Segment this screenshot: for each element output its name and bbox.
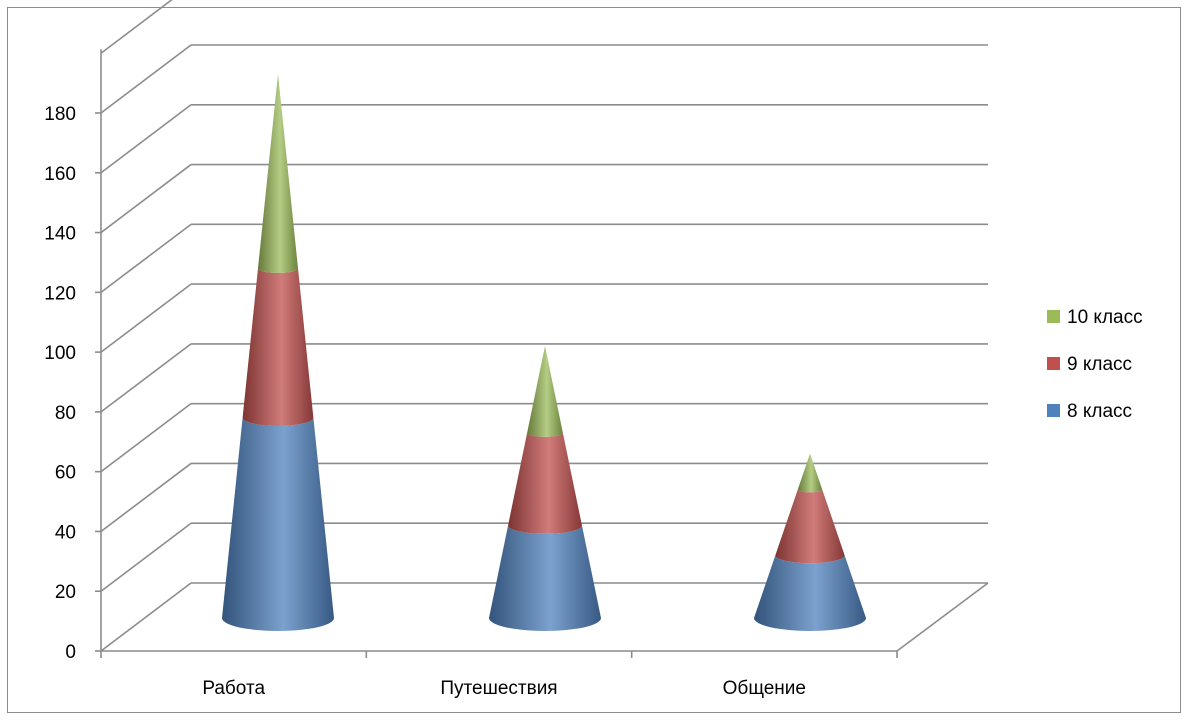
y-tick-label: 100 bbox=[44, 343, 76, 364]
y-tick-label: 160 bbox=[44, 164, 76, 185]
gridline-side bbox=[100, 44, 192, 114]
cone-segment bbox=[508, 432, 582, 534]
category-label: Общение bbox=[723, 678, 806, 699]
cone-3 bbox=[754, 453, 866, 631]
gridline-side bbox=[100, 104, 192, 174]
cone-segment bbox=[222, 417, 334, 631]
gridline-side bbox=[100, 223, 192, 293]
cone-segment bbox=[775, 489, 845, 564]
cone-segment bbox=[242, 268, 314, 426]
cone-segment bbox=[258, 74, 298, 273]
cone-1 bbox=[222, 74, 334, 631]
legend-item: 9 класс bbox=[1047, 354, 1132, 375]
floor-right-edge bbox=[896, 582, 989, 652]
y-axis-tick-labels: 0 20 40 60 80 100 120 140 160 180 bbox=[44, 104, 76, 663]
gridline-side bbox=[100, 343, 192, 413]
y-tick-label: 60 bbox=[55, 463, 76, 484]
category-label: Путешествия bbox=[440, 678, 557, 699]
y-tick-label: 0 bbox=[65, 642, 76, 663]
floor-left-edge bbox=[100, 582, 192, 652]
gridline-side bbox=[100, 522, 192, 592]
legend-swatch bbox=[1047, 404, 1060, 417]
y-tick-label: 20 bbox=[55, 582, 76, 603]
gridline-side bbox=[100, 283, 192, 353]
gridline-side bbox=[100, 403, 192, 473]
cone-2 bbox=[489, 346, 601, 631]
cone-segment bbox=[797, 453, 823, 493]
y-tick-label: 180 bbox=[44, 104, 76, 125]
gridline-side bbox=[100, 0, 173, 54]
legend-swatch bbox=[1047, 357, 1060, 370]
legend: 10 класс 9 класс 8 класс bbox=[1047, 307, 1143, 422]
legend-item: 10 класс bbox=[1047, 307, 1143, 328]
gridline-side bbox=[100, 163, 192, 234]
legend-label: 8 класс bbox=[1067, 401, 1132, 422]
y-tick-label: 40 bbox=[55, 522, 76, 543]
legend-item: 8 класс bbox=[1047, 401, 1132, 422]
x-axis-category-labels: Работа Путешествия Общение bbox=[202, 678, 806, 699]
gridline-side bbox=[100, 462, 192, 533]
legend-label: 10 класс bbox=[1067, 307, 1143, 328]
legend-swatch bbox=[1047, 310, 1060, 323]
cone-segment bbox=[527, 346, 563, 437]
cone-segment bbox=[754, 555, 866, 631]
cone-series bbox=[222, 74, 866, 631]
cone-segment bbox=[489, 525, 601, 631]
y-tick-label: 140 bbox=[44, 224, 76, 245]
y-tick-label: 120 bbox=[44, 283, 76, 304]
legend-label: 9 класс bbox=[1067, 354, 1132, 375]
y-tick-label: 80 bbox=[55, 403, 76, 424]
category-label: Работа bbox=[202, 678, 265, 699]
